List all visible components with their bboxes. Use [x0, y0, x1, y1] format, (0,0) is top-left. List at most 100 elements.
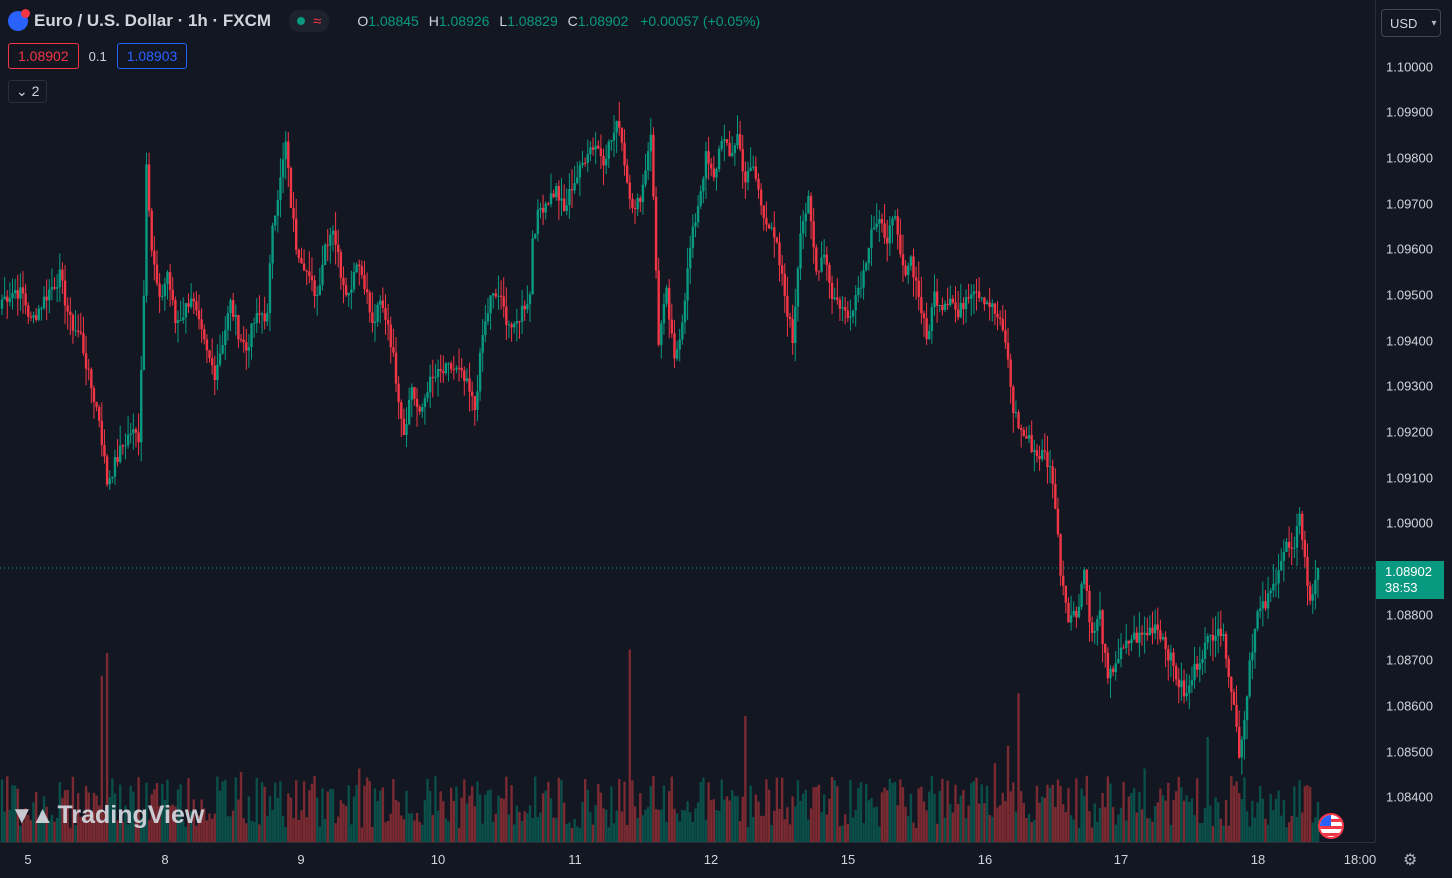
volume-bar: [289, 797, 293, 842]
candle-body: [599, 148, 603, 157]
volume-bar: [741, 796, 744, 842]
candle-body: [883, 223, 886, 238]
gear-icon[interactable]: ⚙: [1403, 852, 1418, 869]
candle-body: [1109, 668, 1112, 679]
symbol-title[interactable]: Euro / U.S. Dollar · 1h · FXCM: [34, 11, 272, 30]
candle-body: [707, 151, 710, 164]
candle-body: [205, 339, 209, 351]
candle-body: [815, 247, 818, 272]
candle-body: [1274, 583, 1278, 585]
candle-body: [652, 134, 655, 197]
candle-body: [959, 303, 962, 318]
volume-bar: [786, 807, 789, 842]
candle-body: [749, 167, 752, 171]
volume-bar: [1001, 792, 1004, 842]
candle-body: [870, 229, 873, 249]
volume-bar: [568, 822, 571, 842]
volume-bar: [1077, 827, 1081, 842]
volume-bar: [1019, 791, 1023, 842]
candle-body: [862, 270, 865, 288]
candle-body: [796, 268, 800, 307]
volume-bar: [1062, 804, 1065, 842]
candle-body: [1314, 579, 1317, 595]
candle-body: [1203, 642, 1207, 659]
candle-body: [1153, 624, 1157, 634]
candle-body: [1235, 704, 1238, 727]
currency-label: USD: [1390, 15, 1418, 31]
volume-bar: [998, 805, 1002, 842]
candle-body: [899, 234, 902, 255]
candle-body: [294, 218, 298, 250]
volume-bar: [452, 800, 456, 842]
volume-bar: [457, 827, 461, 842]
indicators-collapse-button[interactable]: ⌄ 2: [8, 80, 48, 103]
us-flag-icon[interactable]: [1318, 813, 1344, 839]
buy-button[interactable]: 1.08903: [116, 43, 188, 69]
tradingview-watermark[interactable]: ▼▲ TradingView: [10, 801, 204, 830]
volume-bar: [463, 779, 466, 842]
candle-body: [946, 303, 949, 305]
candle-body: [912, 256, 915, 278]
candle-body: [116, 457, 119, 462]
candle-body: [161, 296, 164, 298]
volume-bar: [1287, 822, 1291, 842]
candle-body: [1019, 428, 1023, 431]
volume-bar: [365, 777, 369, 842]
volume-bar: [528, 805, 532, 842]
volume-bar: [1232, 785, 1236, 842]
volume-bar: [557, 777, 561, 842]
candle-body: [363, 274, 366, 290]
candle-body: [478, 352, 482, 392]
candle-body: [1253, 628, 1257, 653]
volume-bar: [778, 808, 781, 842]
candle-body: [6, 296, 9, 302]
volume-bar: [195, 825, 198, 842]
market-status[interactable]: ≈: [289, 10, 330, 32]
volume-bar: [801, 793, 805, 842]
candle-body: [570, 189, 574, 191]
volume-bar: [1164, 800, 1167, 842]
volume-bar: [649, 785, 653, 842]
price-axis[interactable]: 1.08400 1.08500 1.08600 1.08700 1.08800 1.089…: [1375, 0, 1452, 842]
volume-bar: [19, 825, 22, 842]
candlestick-plot[interactable]: [0, 0, 1375, 842]
candle-body: [310, 275, 314, 281]
chart-area[interactable]: [0, 0, 1375, 842]
volume-bar: [1156, 802, 1159, 842]
volume-bar: [578, 827, 582, 842]
open-value: 1.08845: [368, 13, 419, 29]
candle-body: [943, 303, 947, 311]
candle-body: [1059, 534, 1062, 576]
volume-bar: [342, 803, 345, 842]
candle-body: [741, 149, 744, 172]
candle-body: [389, 324, 392, 348]
volume-bar: [84, 785, 88, 842]
candle-body: [589, 147, 592, 155]
candle-body: [972, 291, 976, 295]
currency-selector[interactable]: USD ▾: [1381, 9, 1441, 37]
candle-body: [817, 271, 821, 273]
candle-body: [452, 369, 456, 371]
volume-bar: [807, 819, 810, 842]
volume-bar: [92, 792, 96, 842]
volume-bar: [620, 811, 624, 842]
volume-bar: [129, 785, 132, 842]
symbol-flag-icon[interactable]: [8, 9, 30, 31]
candle-body: [297, 249, 301, 259]
volume-bar: [896, 805, 899, 842]
candle-body: [678, 339, 681, 350]
volume-bar: [754, 794, 758, 842]
volume-bar: [90, 819, 93, 842]
volume-bar: [121, 821, 125, 842]
candle-body: [486, 313, 490, 322]
volume-bar: [1064, 812, 1068, 842]
volume-bar: [925, 810, 928, 842]
volume-bar: [914, 827, 918, 842]
sell-button[interactable]: 1.08902: [8, 43, 79, 69]
volume-bar: [252, 821, 256, 842]
candle-body: [326, 244, 329, 246]
candle-body: [129, 433, 132, 435]
volume-bar: [221, 781, 224, 842]
candle-body: [586, 154, 589, 163]
time-axis[interactable]: 5 8 9 10 11 12 15 16 17 18 18:00: [0, 842, 1376, 878]
